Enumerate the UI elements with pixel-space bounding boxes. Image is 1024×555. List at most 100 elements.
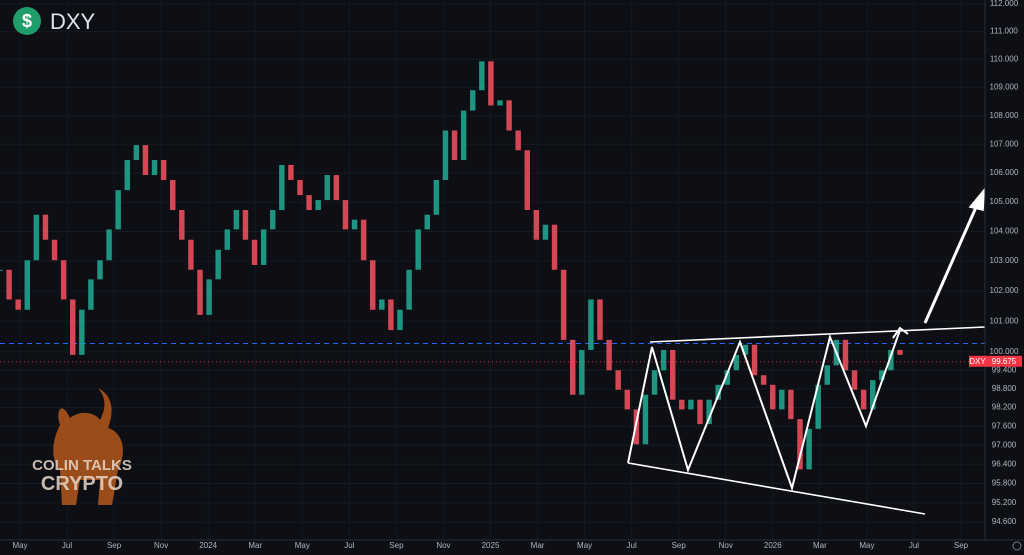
candle xyxy=(660,349,667,371)
candle xyxy=(879,370,885,381)
candle xyxy=(860,389,867,410)
candle xyxy=(615,370,621,390)
candle xyxy=(306,195,312,211)
candle xyxy=(0,269,3,271)
settings-icon[interactable] xyxy=(1012,541,1022,551)
last-price-tag-bg xyxy=(986,355,1022,367)
candle xyxy=(415,229,421,270)
candle xyxy=(197,269,203,315)
last-price-label: 99.675 xyxy=(992,357,1017,366)
x-tick-label: 2025 xyxy=(482,541,500,550)
x-tick-label: May xyxy=(12,541,27,550)
candle xyxy=(251,239,258,265)
candle xyxy=(379,299,385,310)
candle xyxy=(124,160,130,191)
last-price-tag-symbol-bg xyxy=(969,355,986,367)
y-tick-label: 106.000 xyxy=(990,168,1019,177)
drawings xyxy=(627,187,986,515)
y-tick-label: 94.600 xyxy=(992,517,1017,526)
candle xyxy=(697,399,703,425)
candle xyxy=(297,179,303,196)
x-tick-label: May xyxy=(577,541,592,550)
candle xyxy=(170,179,176,211)
candle xyxy=(224,229,230,250)
axes: 94.600 95.200 95.800 96.400 97.000 97.600 98.2… xyxy=(12,0,1022,550)
candle xyxy=(33,214,40,261)
candle xyxy=(106,229,112,261)
x-tick-label: Jul xyxy=(627,541,637,550)
symbol-title: DXY xyxy=(50,9,96,34)
grid xyxy=(0,0,985,540)
zigzag-arrowhead xyxy=(892,326,909,339)
candle xyxy=(770,384,776,410)
candle xyxy=(524,150,530,211)
candle xyxy=(470,90,476,111)
y-tick-label: 100.000 xyxy=(990,347,1019,356)
y-tick-label: 97.600 xyxy=(992,421,1017,430)
y-tick-label: 107.000 xyxy=(990,139,1019,148)
x-tick-label: Sep xyxy=(389,541,404,550)
candle xyxy=(670,349,676,400)
candle xyxy=(15,299,21,310)
candle xyxy=(851,370,858,390)
candle xyxy=(370,260,376,310)
candle xyxy=(433,179,440,215)
y-tick-label: 111.000 xyxy=(990,27,1018,36)
candle xyxy=(188,239,194,270)
y-tick-label: 101.000 xyxy=(990,316,1019,325)
candle xyxy=(351,219,358,230)
candle xyxy=(6,269,12,300)
y-tick-label: 95.800 xyxy=(992,479,1017,488)
candle xyxy=(288,164,294,180)
candle xyxy=(279,164,285,211)
symbol-icon xyxy=(13,7,41,35)
candle xyxy=(897,349,903,355)
candle xyxy=(624,389,630,410)
candle xyxy=(406,269,412,310)
candle xyxy=(79,309,85,355)
y-tick-label: 105.000 xyxy=(990,197,1019,206)
candle xyxy=(715,384,721,400)
candle xyxy=(333,175,340,201)
candle xyxy=(97,260,103,280)
candle xyxy=(324,175,330,201)
x-tick-label: Jul xyxy=(62,541,72,550)
candle xyxy=(151,160,158,176)
y-tick-label: 102.000 xyxy=(990,286,1019,295)
x-tick-label: Sep xyxy=(672,541,687,550)
candle xyxy=(842,339,849,371)
candle xyxy=(51,239,58,261)
x-tick-label: May xyxy=(859,541,874,550)
y-tick-label: 96.400 xyxy=(992,459,1017,468)
candle xyxy=(142,145,149,176)
candle xyxy=(588,299,594,350)
y-tick-label: 109.000 xyxy=(990,83,1019,92)
candle xyxy=(315,200,321,211)
candle xyxy=(806,428,812,470)
candle xyxy=(542,224,549,240)
x-tick-label: Mar xyxy=(813,541,827,550)
candle xyxy=(424,214,430,230)
candle xyxy=(515,130,521,151)
candle xyxy=(788,389,794,420)
y-tick-label: 110.000 xyxy=(990,54,1019,63)
candle xyxy=(533,210,540,240)
candle xyxy=(233,210,240,230)
x-tick-label: 2026 xyxy=(764,541,782,550)
candle xyxy=(160,160,167,180)
candle xyxy=(442,130,449,180)
candle xyxy=(824,365,830,385)
candle xyxy=(651,370,658,395)
candle xyxy=(888,349,894,371)
candle xyxy=(270,210,276,230)
y-tick-label: 98.200 xyxy=(992,403,1017,412)
candle xyxy=(451,130,458,161)
candle xyxy=(488,61,494,106)
candle xyxy=(597,299,603,340)
candle xyxy=(760,375,767,385)
candle xyxy=(479,61,485,91)
x-tick-label: Jul xyxy=(344,541,354,550)
x-tick-label: Nov xyxy=(719,541,733,550)
up-arrow xyxy=(923,204,979,324)
